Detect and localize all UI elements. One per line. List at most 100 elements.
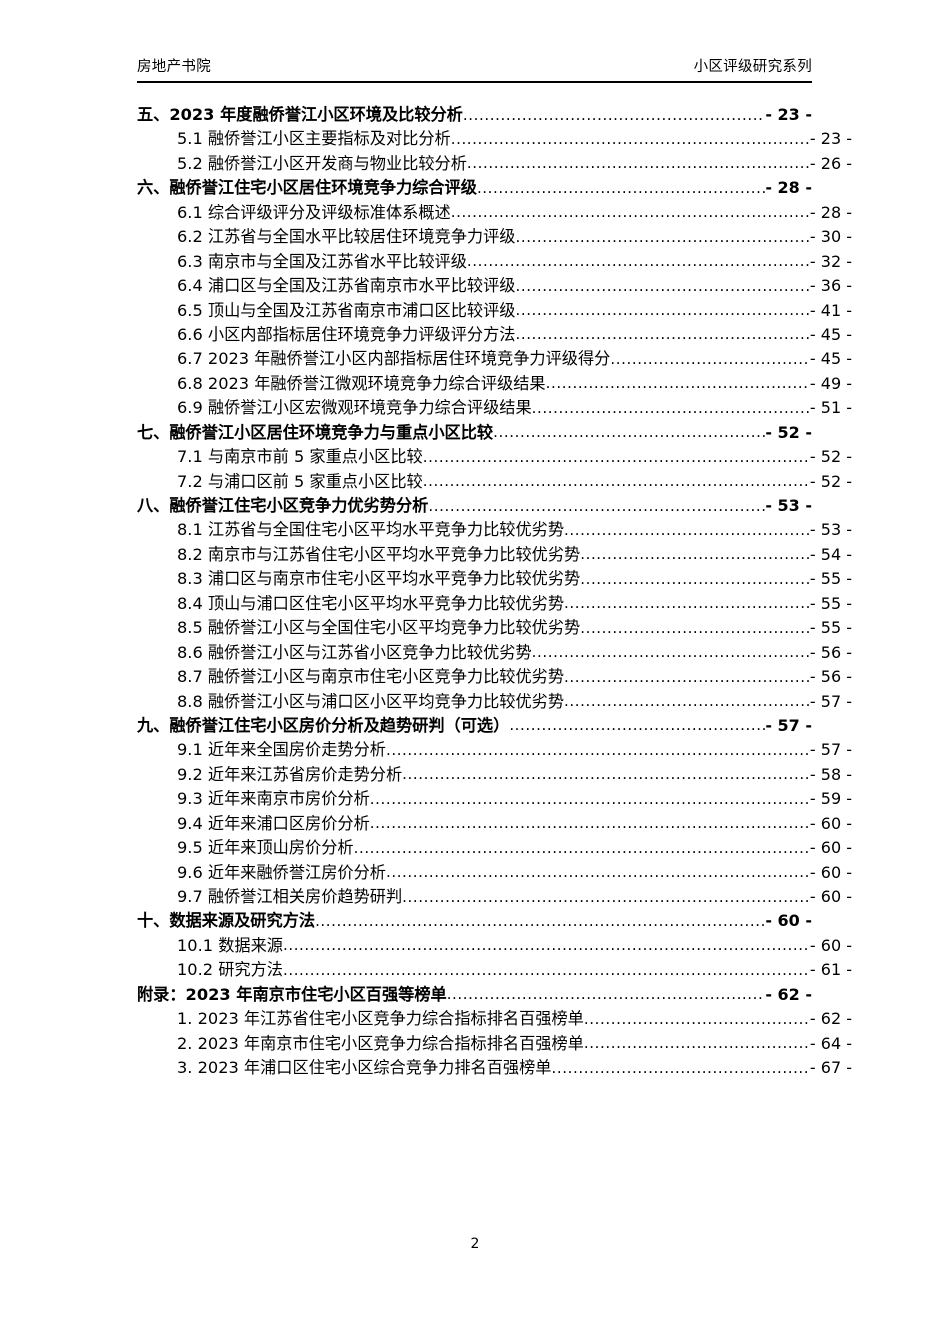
toc-entry[interactable]: 附录：2023 年南京市住宅小区百强等榜单 - 62 - bbox=[137, 981, 812, 1005]
toc-entry-label: 9.1 近年来全国房价走势分析 bbox=[177, 740, 386, 760]
toc-dot-leader bbox=[580, 545, 810, 563]
toc-entry-page-number: - 53 - bbox=[809, 520, 852, 540]
toc-entry[interactable]: 6.9 融侨誉江小区宏微观环境竞争力综合评级结果 - 51 - bbox=[137, 394, 852, 418]
toc-dot-leader bbox=[463, 106, 765, 124]
toc-entry-label: 8.2 南京市与江苏省住宅小区平均水平竞争力比较优劣势 bbox=[177, 544, 581, 564]
toc-entry[interactable]: 6.5 顶山与全国及江苏省南京市浦口区比较评级 - 41 - bbox=[137, 297, 852, 321]
toc-entry-page-number: - 30 - bbox=[809, 227, 852, 247]
toc-dot-leader bbox=[370, 790, 810, 808]
toc-dot-leader bbox=[610, 350, 810, 368]
toc-entry[interactable]: 8.4 顶山与浦口区住宅小区平均水平竞争力比较优劣势 - 55 - bbox=[137, 590, 852, 614]
toc-entry[interactable]: 6.8 2023 年融侨誉江微观环境竞争力综合评级结果 - 49 - bbox=[137, 370, 852, 394]
toc-entry[interactable]: 9.7 融侨誉江相关房价趋势研判 - 60 - bbox=[137, 883, 852, 907]
toc-entry[interactable]: 9.6 近年来融侨誉江房价分析 - 60 - bbox=[137, 859, 852, 883]
toc-entry[interactable]: 6.4 浦口区与全国及江苏省南京市水平比较评级 - 36 - bbox=[137, 272, 852, 296]
toc-entry-label: 十、数据来源及研究方法 bbox=[137, 911, 316, 931]
toc-entry[interactable]: 七、融侨誉江小区居住环境竞争力与重点小区比较 - 52 - bbox=[137, 419, 812, 443]
table-of-contents: 五、2023 年度融侨誉江小区环境及比较分析 - 23 -5.1 融侨誉江小区主要… bbox=[137, 101, 852, 1079]
toc-entry[interactable]: 九、融侨誉江住宅小区房价分析及趋势研判（可选） - 57 - bbox=[137, 712, 812, 736]
toc-entry-label: 6.2 江苏省与全国水平比较居住环境竞争力评级 bbox=[177, 227, 516, 247]
toc-entry[interactable]: 9.3 近年来南京市房价分析 - 59 - bbox=[137, 785, 852, 809]
toc-entry[interactable]: 8.7 融侨誉江小区与南京市住宅小区竞争力比较优劣势 - 56 - bbox=[137, 663, 852, 687]
toc-entry[interactable]: 3. 2023 年浦口区住宅小区综合竞争力排名百强榜单 - 67 - bbox=[137, 1054, 852, 1078]
toc-entry-page-number: - 51 - bbox=[809, 398, 852, 418]
toc-entry-page-number: - 53 - bbox=[765, 496, 812, 515]
toc-dot-leader bbox=[584, 1010, 810, 1028]
toc-entry-page-number: - 64 - bbox=[809, 1033, 852, 1053]
toc-entry[interactable]: 9.1 近年来全国房价走势分析 - 57 - bbox=[137, 736, 852, 760]
toc-entry-page-number: - 55 - bbox=[809, 618, 852, 638]
toc-entry[interactable]: 8.1 江苏省与全国住宅小区平均水平竞争力比较优劣势 - 53 - bbox=[137, 516, 852, 540]
toc-dot-leader bbox=[447, 985, 766, 1003]
toc-dot-leader bbox=[467, 154, 810, 172]
toc-entry[interactable]: 7.1 与南京市前 5 家重点小区比较 - 52 - bbox=[137, 443, 852, 467]
toc-entry[interactable]: 5.2 融侨誉江小区开发商与物业比较分析 - 26 - bbox=[137, 150, 852, 174]
toc-entry-label: 8.8 融侨誉江小区与浦口区小区平均竞争力比较优劣势 bbox=[177, 691, 565, 711]
toc-entry[interactable]: 6.1 综合评级评分及评级标准体系概述 - 28 - bbox=[137, 199, 852, 223]
toc-entry-label: 八、融侨誉江住宅小区竞争力优劣势分析 bbox=[137, 496, 429, 515]
toc-entry-label: 8.3 浦口区与南京市住宅小区平均水平竞争力比较优劣势 bbox=[177, 569, 581, 589]
toc-entry-page-number: - 62 - bbox=[809, 1009, 852, 1029]
toc-entry[interactable]: 6.6 小区内部指标居住环境竞争力评级评分方法 - 45 - bbox=[137, 321, 852, 345]
toc-entry[interactable]: 2. 2023 年南京市住宅小区竞争力综合指标排名百强榜单 - 64 - bbox=[137, 1030, 852, 1054]
toc-entry-page-number: - 41 - bbox=[809, 300, 852, 320]
toc-entry-label: 8.5 融侨誉江小区与全国住宅小区平均竞争力比较优劣势 bbox=[177, 618, 581, 638]
header-right-title: 小区评级研究系列 bbox=[693, 59, 812, 75]
toc-entry-page-number: - 54 - bbox=[809, 544, 852, 564]
toc-dot-leader bbox=[428, 497, 765, 515]
toc-entry[interactable]: 6.3 南京市与全国及江苏省水平比较评级 - 32 - bbox=[137, 248, 852, 272]
header-left-title: 房地产书院 bbox=[137, 59, 211, 75]
toc-entry[interactable]: 8.2 南京市与江苏省住宅小区平均水平竞争力比较优劣势 - 54 - bbox=[137, 541, 852, 565]
toc-entry[interactable]: 十、数据来源及研究方法 - 60 - bbox=[137, 907, 812, 931]
toc-entry-label: 10.2 研究方法 bbox=[177, 960, 283, 980]
toc-entry-page-number: - 52 - bbox=[809, 471, 852, 491]
toc-entry-label: 五、2023 年度融侨誉江小区环境及比较分析 bbox=[137, 105, 463, 124]
toc-entry-page-number: - 60 - bbox=[809, 935, 852, 955]
toc-entry-page-number: - 57 - bbox=[809, 740, 852, 760]
toc-entry[interactable]: 9.5 近年来顶山房价分析 - 60 - bbox=[137, 834, 852, 858]
toc-entry-page-number: - 23 - bbox=[765, 105, 812, 124]
toc-entry-label: 7.2 与浦口区前 5 家重点小区比较 bbox=[177, 471, 423, 491]
toc-entry-label: 6.7 2023 年融侨誉江小区内部指标居住环境竞争力评级得分 bbox=[177, 349, 611, 369]
toc-dot-leader bbox=[515, 301, 809, 319]
toc-entry-label: 3. 2023 年浦口区住宅小区综合竞争力排名百强榜单 bbox=[177, 1058, 552, 1078]
toc-entry[interactable]: 8.8 融侨誉江小区与浦口区小区平均竞争力比较优劣势 - 57 - bbox=[137, 688, 852, 712]
toc-entry[interactable]: 5.1 融侨誉江小区主要指标及对比分析 - 23 - bbox=[137, 125, 852, 149]
toc-dot-leader bbox=[564, 594, 810, 612]
toc-entry-label: 9.2 近年来江苏省房价走势分析 bbox=[177, 764, 403, 784]
toc-entry-page-number: - 67 - bbox=[809, 1058, 852, 1078]
toc-dot-leader bbox=[386, 741, 810, 759]
toc-entry-page-number: - 60 - bbox=[809, 838, 852, 858]
toc-entry-label: 附录：2023 年南京市住宅小区百强等榜单 bbox=[137, 984, 447, 1004]
toc-entry[interactable]: 8.6 融侨誉江小区与江苏省小区竞争力比较优劣势 - 56 - bbox=[137, 639, 852, 663]
toc-entry-page-number: - 55 - bbox=[809, 593, 852, 613]
toc-dot-leader bbox=[515, 277, 809, 295]
toc-entry[interactable]: 10.1 数据来源 - 60 - bbox=[137, 932, 852, 956]
toc-entry[interactable]: 六、融侨誉江住宅小区居住环境竞争力综合评级 - 28 - bbox=[137, 174, 812, 198]
toc-entry-label: 6.8 2023 年融侨誉江微观环境竞争力综合评级结果 bbox=[177, 373, 546, 393]
toc-entry-page-number: - 28 - bbox=[809, 202, 852, 222]
toc-entry[interactable]: 五、2023 年度融侨誉江小区环境及比较分析 - 23 - bbox=[137, 101, 812, 125]
toc-entry[interactable]: 10.2 研究方法 - 61 - bbox=[137, 956, 852, 980]
toc-entry[interactable]: 1. 2023 年江苏省住宅小区竞争力综合指标排名百强榜单 - 62 - bbox=[137, 1005, 852, 1029]
toc-entry[interactable]: 8.3 浦口区与南京市住宅小区平均水平竞争力比较优劣势 - 55 - bbox=[137, 565, 852, 589]
toc-entry[interactable]: 9.4 近年来浦口区房价分析 - 60 - bbox=[137, 810, 852, 834]
toc-dot-leader bbox=[283, 961, 810, 979]
toc-dot-leader bbox=[402, 888, 810, 906]
toc-entry-label: 七、融侨誉江小区居住环境竞争力与重点小区比较 bbox=[137, 422, 494, 442]
toc-entry-label: 6.3 南京市与全国及江苏省水平比较评级 bbox=[177, 251, 467, 271]
page-header: 房地产书院 小区评级研究系列 bbox=[137, 58, 812, 84]
toc-entry-page-number: - 52 - bbox=[765, 422, 812, 442]
toc-dot-leader bbox=[564, 521, 810, 539]
toc-entry[interactable]: 6.7 2023 年融侨誉江小区内部指标居住环境竞争力评级得分 - 45 - bbox=[137, 345, 852, 369]
toc-entry[interactable]: 6.2 江苏省与全国水平比较居住环境竞争力评级 - 30 - bbox=[137, 223, 852, 247]
toc-entry[interactable]: 7.2 与浦口区前 5 家重点小区比较 - 52 - bbox=[137, 468, 852, 492]
toc-entry[interactable]: 八、融侨誉江住宅小区竞争力优劣势分析 - 53 - bbox=[137, 492, 812, 516]
toc-entry-label: 6.1 综合评级评分及评级标准体系概述 bbox=[177, 202, 451, 222]
toc-entry-label: 2. 2023 年南京市住宅小区竞争力综合指标排名百强榜单 bbox=[177, 1033, 584, 1053]
toc-entry[interactable]: 8.5 融侨誉江小区与全国住宅小区平均竞争力比较优劣势 - 55 - bbox=[137, 614, 852, 638]
toc-entry[interactable]: 9.2 近年来江苏省房价走势分析 - 58 - bbox=[137, 761, 852, 785]
toc-entry-label: 7.1 与南京市前 5 家重点小区比较 bbox=[177, 447, 423, 467]
toc-entry-label: 6.6 小区内部指标居住环境竞争力评级评分方法 bbox=[177, 324, 516, 344]
